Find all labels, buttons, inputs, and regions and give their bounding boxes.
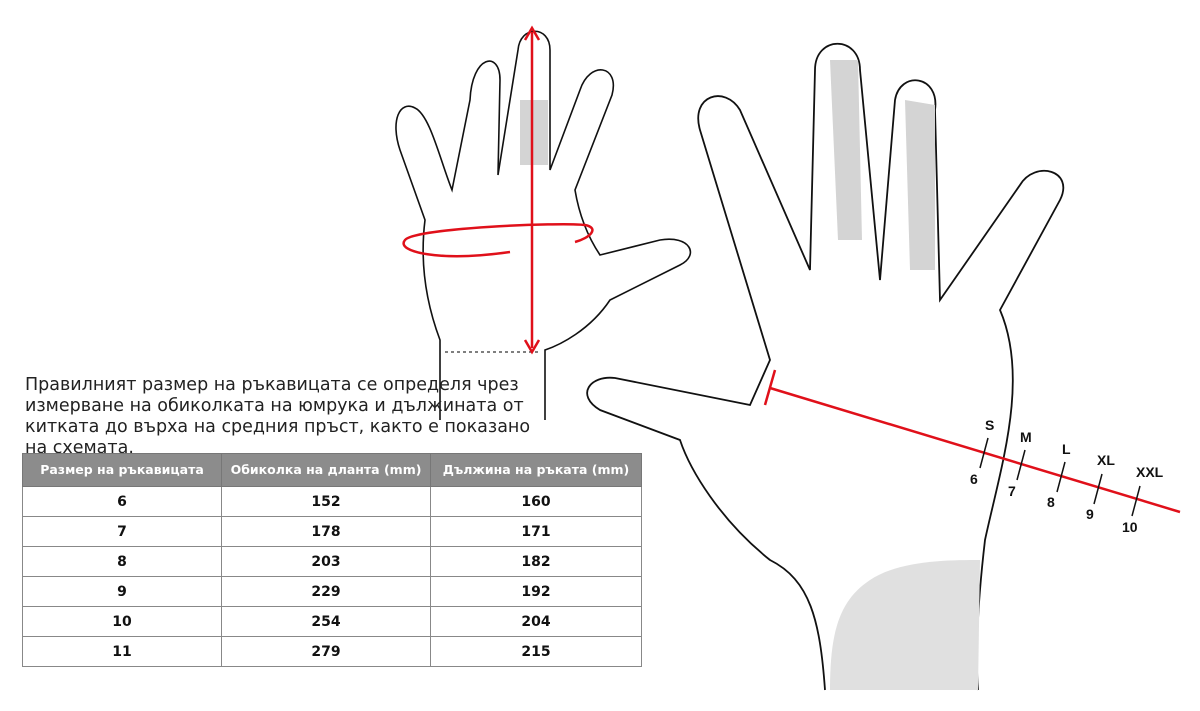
header-length: Дължина на ръката (mm) (430, 453, 642, 487)
size-m-label: M (1020, 429, 1032, 445)
table-cell: 160 (430, 486, 642, 517)
table-cell: 204 (430, 606, 642, 637)
size-10-label: 10 (1122, 519, 1138, 535)
table-cell: 7 (22, 516, 222, 547)
table-row: 10 254 204 (22, 606, 642, 637)
header-circumference: Обиколка на дланта (mm) (221, 453, 431, 487)
size-9-label: 9 (1086, 506, 1094, 522)
table-cell: 203 (221, 546, 431, 577)
table-cell: 8 (22, 546, 222, 577)
table-cell: 152 (221, 486, 431, 517)
table-row: 9 229 192 (22, 576, 642, 607)
table-cell: 171 (430, 516, 642, 547)
small-hand-measurements (402, 25, 594, 355)
table-row: 8 203 182 (22, 546, 642, 577)
size-xxl-label: XXL (1136, 464, 1164, 480)
header-size: Размер на ръкавицата (22, 453, 222, 487)
size-table: Размер на ръкавицата Обиколка на дланта … (22, 453, 642, 667)
table-cell: 182 (430, 546, 642, 577)
table-cell: 254 (221, 606, 431, 637)
table-cell: 11 (22, 636, 222, 667)
size-s-label: S (985, 417, 994, 433)
large-hand-illustration (586, 43, 1065, 691)
large-hand-scale: S M L XL XXL 6 7 8 9 10 (763, 369, 1181, 535)
table-row: 11 279 215 (22, 636, 642, 667)
table-cell: 229 (221, 576, 431, 607)
table-cell: 10 (22, 606, 222, 637)
size-8-label: 8 (1047, 494, 1055, 510)
table-cell: 192 (430, 576, 642, 607)
table-row: 7 178 171 (22, 516, 642, 547)
table-cell: 6 (22, 486, 222, 517)
table-cell: 178 (221, 516, 431, 547)
table-cell: 279 (221, 636, 431, 667)
table-cell: 9 (22, 576, 222, 607)
size-7-label: 7 (1008, 483, 1016, 499)
description-text: Правилният размер на ръкавицата се опред… (25, 375, 531, 458)
size-l-label: L (1062, 441, 1071, 457)
size-xl-label: XL (1097, 452, 1115, 468)
size-6-label: 6 (970, 471, 978, 487)
small-hand-illustration (395, 30, 692, 420)
table-cell: 215 (430, 636, 642, 667)
table-row: 6 152 160 (22, 486, 642, 517)
